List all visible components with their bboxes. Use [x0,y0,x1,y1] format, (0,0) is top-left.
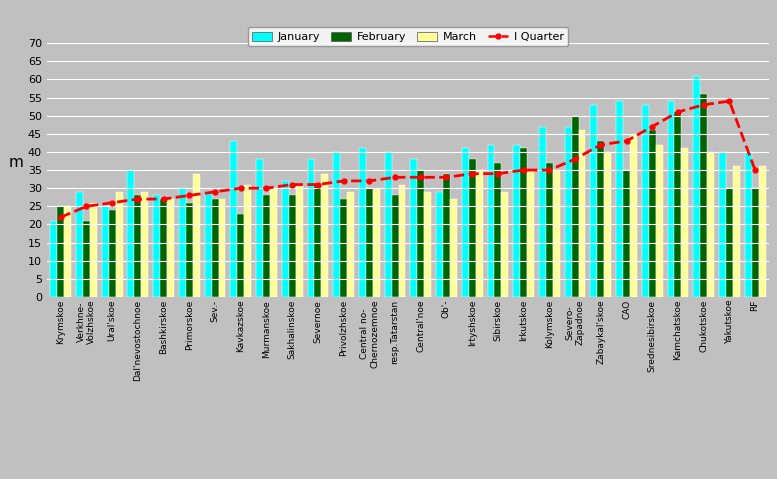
Bar [744,152,751,297]
Bar [76,192,83,297]
Bar [443,174,450,297]
Bar [751,188,758,297]
Bar [733,166,740,297]
Bar [179,188,186,297]
Bar [707,152,714,297]
Bar [340,199,347,297]
Bar [373,188,380,297]
Bar [667,101,674,297]
Bar [289,195,296,297]
Bar [726,188,733,297]
Bar [719,152,726,297]
Bar [539,126,546,297]
Bar [527,170,534,297]
Bar [450,199,457,297]
Bar [153,195,160,297]
Bar [674,112,681,297]
Bar [160,199,167,297]
Y-axis label: m: m [9,155,24,170]
Bar [347,192,354,297]
Bar [385,152,392,297]
Bar [186,203,193,297]
Bar [565,126,572,297]
Bar [623,170,630,297]
Bar [141,192,148,297]
Bar [605,152,611,297]
Bar [83,221,90,297]
Bar [193,174,200,297]
Bar [630,134,637,297]
Bar [51,221,57,297]
Bar [572,115,579,297]
Bar [359,148,366,297]
Bar [256,159,263,297]
Bar [230,141,237,297]
Bar [127,170,134,297]
Bar [167,199,174,297]
Bar [598,141,605,297]
Bar [308,159,315,297]
Bar [218,199,225,297]
Bar [399,184,406,297]
Bar [462,148,469,297]
Bar [211,199,218,297]
Bar [642,105,649,297]
Bar [90,203,97,297]
Bar [514,145,520,297]
Bar [270,188,277,297]
Bar [469,159,476,297]
Bar [476,170,483,297]
Bar [237,214,244,297]
Bar [244,184,251,297]
Bar [616,101,623,297]
Bar [520,148,527,297]
Bar [758,166,765,297]
Bar [693,76,700,297]
Bar [649,130,656,297]
Bar [116,192,123,297]
Bar [315,184,322,297]
Bar [417,170,424,297]
Bar [546,163,552,297]
Bar [102,206,109,297]
Bar [552,170,559,297]
Bar [700,94,707,297]
Bar [204,192,211,297]
Bar [656,145,663,297]
Bar [424,192,431,297]
Bar [296,184,302,297]
Bar [109,210,116,297]
Bar [487,145,494,297]
Bar [64,206,71,297]
Bar [436,192,443,297]
Legend: January, February, March, I Quarter: January, February, March, I Quarter [248,27,568,46]
Bar [410,159,417,297]
Bar [494,163,501,297]
Bar [282,181,289,297]
Bar [333,152,340,297]
Bar [392,195,399,297]
Bar [579,130,586,297]
Bar [591,105,598,297]
Bar [322,174,329,297]
Bar [366,188,373,297]
Bar [681,148,688,297]
Bar [134,195,141,297]
Bar [501,192,508,297]
Bar [57,206,64,297]
Bar [263,195,270,297]
